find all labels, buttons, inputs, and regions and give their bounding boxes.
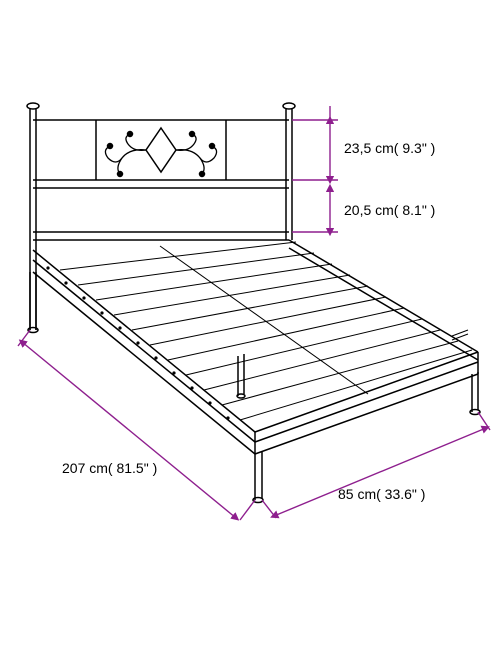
- dim-length: 207 cm( 81.5" ): [62, 460, 157, 476]
- dim-width: 85 cm( 33.6" ): [338, 486, 425, 502]
- bed-outline: [27, 103, 480, 503]
- bed-svg: [0, 0, 500, 641]
- dim-headboard-upper: 23,5 cm( 9.3" ): [344, 140, 435, 156]
- dim-headboard-lower: 20,5 cm( 8.1" ): [344, 202, 435, 218]
- bed-dimension-drawing: 23,5 cm( 9.3" ) 20,5 cm( 8.1" ) 207 cm( …: [0, 0, 500, 641]
